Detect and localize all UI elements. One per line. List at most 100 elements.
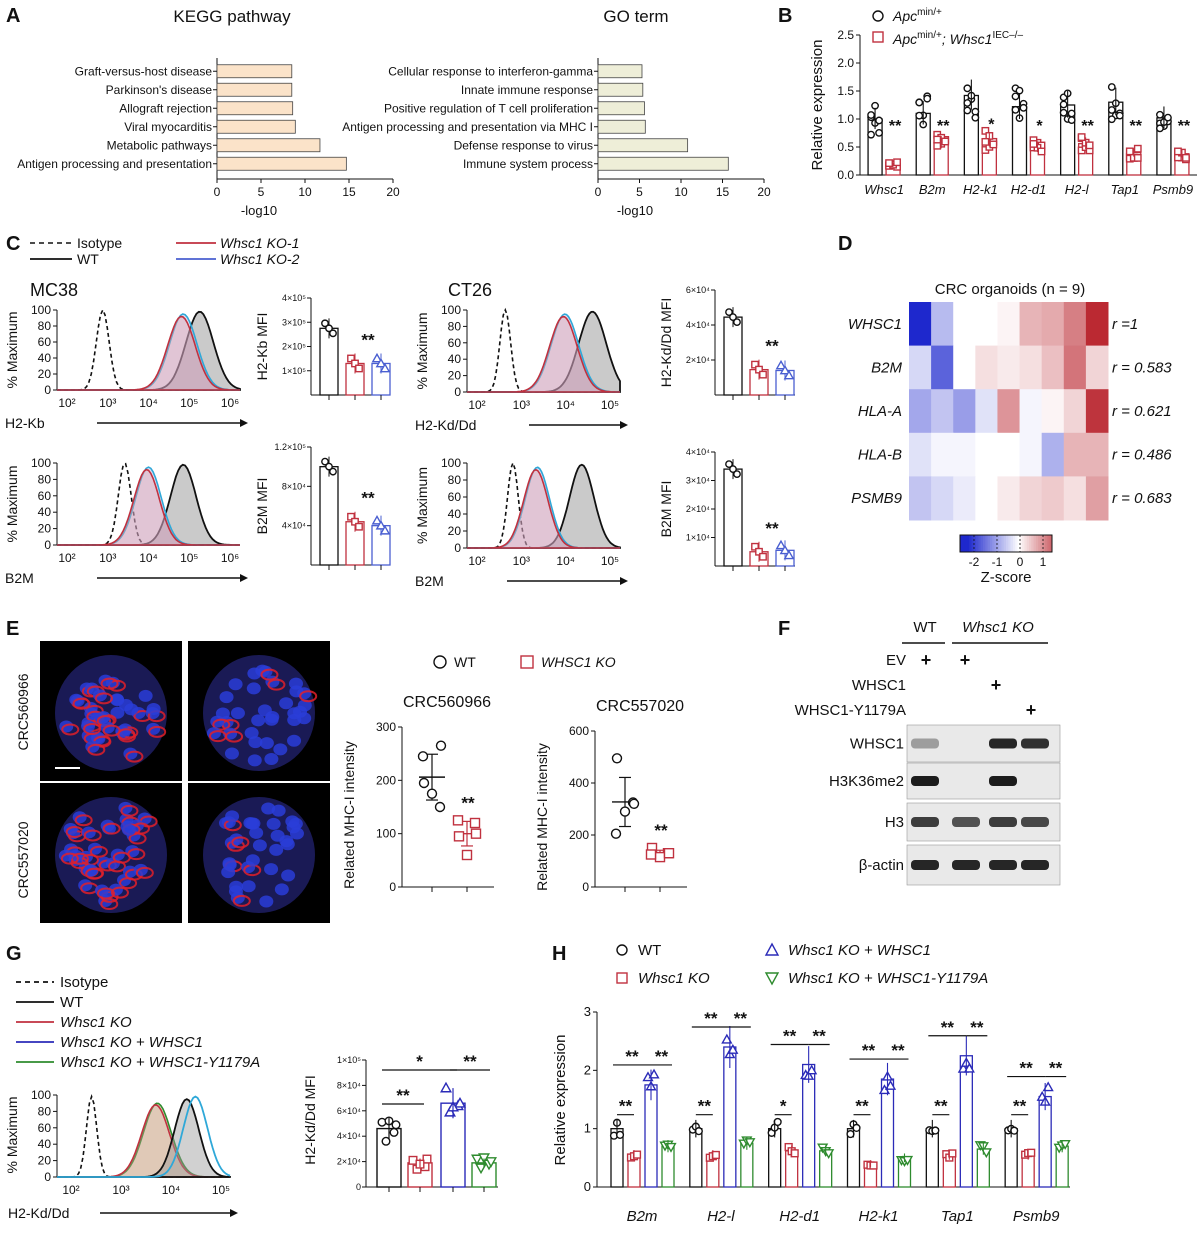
significance-label: ** — [619, 1097, 633, 1116]
tick-label: 60 — [38, 1121, 52, 1135]
category-label: H2-d1 — [1011, 182, 1046, 197]
ko1-curve — [467, 468, 620, 549]
mhc-stain — [100, 677, 119, 690]
nucleus — [81, 826, 96, 839]
significance-label: ** — [970, 1018, 984, 1037]
tick-label: 15 — [716, 185, 730, 199]
category-label: H2-k1 — [963, 182, 998, 197]
go-bar-plot: 0 5 10 15 20 -log10 Cellular response to inter… — [342, 58, 771, 218]
colorbar-title: Z-score — [981, 569, 1032, 586]
nucleus — [229, 880, 244, 893]
axis-arrow-head — [240, 419, 248, 427]
data-point — [381, 1136, 391, 1146]
blot-label: WHSC1 — [850, 736, 904, 753]
data-point — [1125, 147, 1134, 156]
y-axis-title: Related MHC-I intensity — [341, 741, 357, 889]
data-point — [615, 1130, 625, 1139]
data-point — [948, 1149, 957, 1158]
data-point — [933, 135, 942, 144]
legend-marker-ko — [872, 31, 884, 43]
legend-marker — [616, 944, 628, 956]
nucleus — [230, 707, 245, 720]
data-point — [485, 1157, 497, 1168]
mhc-stain — [85, 867, 104, 880]
tick-label: 20 — [38, 522, 52, 536]
data-point — [469, 817, 481, 829]
plus-mark: + — [1026, 700, 1037, 720]
data-point — [377, 1117, 387, 1127]
heatmap-title: CRC organoids (n = 9) — [935, 281, 1085, 298]
nucleus — [248, 736, 263, 749]
category-label: B2m — [627, 1208, 658, 1225]
tick-label: 100 — [376, 827, 396, 841]
tick-label: 80 — [38, 1104, 52, 1118]
tick-label: 20 — [757, 185, 771, 199]
legend-marker-ko — [520, 655, 534, 669]
significance-label: ** — [889, 118, 902, 135]
nucleus — [246, 682, 261, 695]
tick-label: 10⁴ — [162, 1183, 181, 1197]
tick-label: 100 — [31, 1088, 51, 1102]
tick-label: 600 — [569, 724, 589, 738]
data-point — [1156, 110, 1164, 119]
data-point — [329, 329, 337, 338]
correlation-label: r = 0.621 — [1112, 403, 1172, 420]
nucleus — [281, 869, 296, 882]
nucleus — [269, 843, 284, 856]
colorbar-cell — [1006, 535, 1009, 552]
legend-label-apc: Apcmin/+ — [892, 7, 942, 24]
correlation-label: r = 0.583 — [1112, 359, 1172, 376]
tick-label: 100 — [441, 303, 461, 317]
tick-label: 0 — [454, 541, 461, 555]
x-axis-title: H2-Kd/Dd — [415, 417, 476, 433]
y-axis-title: Related MHC-I intensity — [534, 743, 550, 891]
correlation-label: r = 0.683 — [1112, 490, 1172, 507]
nucleus — [252, 839, 267, 852]
nucleus — [110, 706, 125, 719]
data-point — [665, 1142, 677, 1153]
condition-label: WHSC1 — [852, 677, 906, 694]
significance-label: ** — [655, 1047, 669, 1066]
tick-label: 10⁴ — [139, 551, 158, 565]
heatmap-cell — [909, 302, 932, 347]
heatmap-cell — [1041, 432, 1065, 477]
bar — [597, 101, 645, 116]
data-point — [1133, 144, 1142, 153]
data-point — [1010, 1126, 1019, 1135]
data-point — [981, 137, 990, 146]
tick-label: 2×10⁵ — [282, 342, 306, 352]
significance-label: * — [1036, 118, 1043, 135]
nucleus — [98, 674, 113, 687]
tick-label: 100 — [31, 456, 51, 470]
tick-label: 3×10⁴ — [686, 476, 710, 486]
heatmap-cell — [1063, 389, 1087, 434]
nucleus — [78, 879, 93, 892]
mhc-stain — [232, 894, 251, 907]
protein-band — [1021, 817, 1049, 827]
data-point — [1059, 1139, 1071, 1150]
data-point — [645, 849, 657, 860]
colorbar-cell — [1045, 535, 1048, 552]
heatmap-cell — [1041, 476, 1065, 521]
nucleus — [251, 714, 266, 727]
mhc-stain — [60, 852, 79, 865]
data-point — [389, 1127, 399, 1137]
mhc-stain — [102, 822, 121, 835]
significance-label: ** — [813, 1027, 827, 1046]
tick-label: 40 — [38, 505, 52, 519]
tick-label: 80 — [38, 319, 52, 333]
category-label: H2-l — [1065, 182, 1090, 197]
category-label: Antigen processing and presentation — [17, 157, 212, 171]
y-axis-title: % Maximum — [4, 311, 20, 388]
nucleus — [229, 833, 244, 846]
data-point — [648, 1068, 660, 1079]
tick-label: 20 — [448, 524, 462, 538]
row-label: B2M — [871, 359, 902, 376]
data-point — [915, 111, 924, 120]
data-point — [461, 849, 473, 861]
data-point — [1059, 108, 1068, 117]
data-point — [729, 465, 737, 473]
header-wt: WT — [913, 619, 936, 636]
significance-label: ** — [654, 821, 668, 840]
